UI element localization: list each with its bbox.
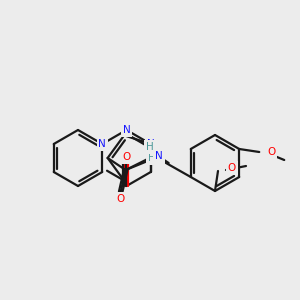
Text: H: H <box>148 153 155 163</box>
Text: N: N <box>98 139 106 149</box>
Text: O: O <box>267 147 275 157</box>
Text: N: N <box>123 125 130 135</box>
Text: N: N <box>147 139 154 149</box>
Text: H: H <box>146 142 154 152</box>
Text: N: N <box>155 151 163 161</box>
Text: N: N <box>156 153 164 163</box>
Text: O: O <box>116 194 125 204</box>
Text: O: O <box>228 163 236 173</box>
Text: O: O <box>122 152 130 162</box>
